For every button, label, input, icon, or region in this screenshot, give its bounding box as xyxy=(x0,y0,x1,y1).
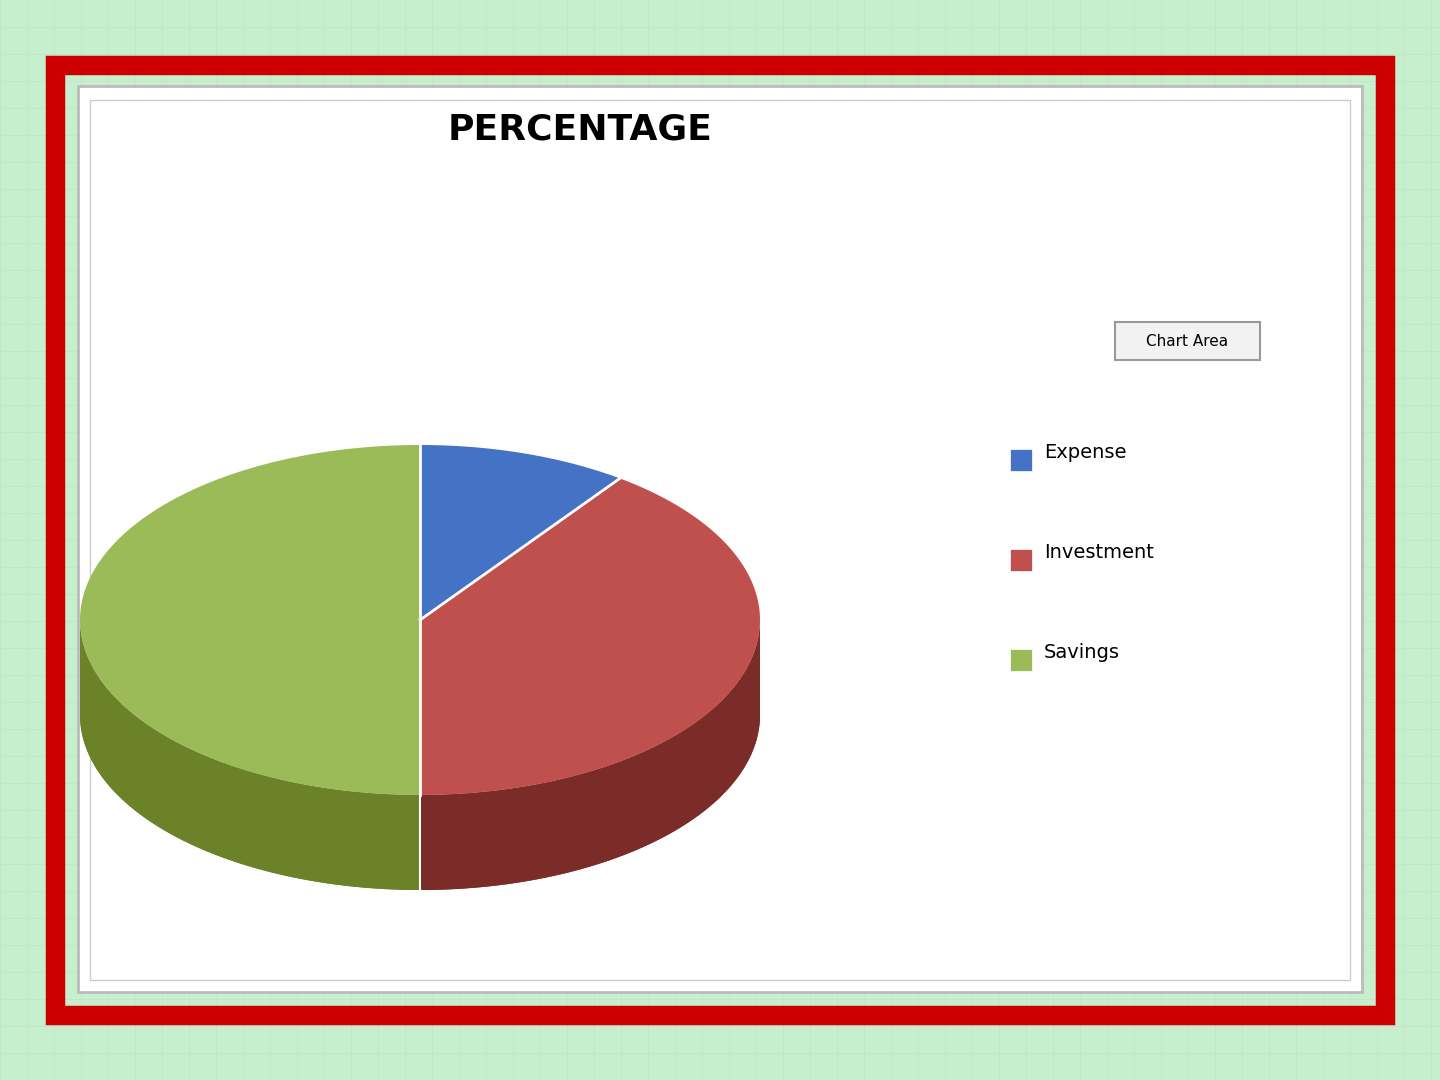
Polygon shape xyxy=(81,445,420,795)
Bar xyxy=(1009,549,1032,571)
Bar xyxy=(1009,649,1032,671)
Polygon shape xyxy=(420,621,760,890)
Polygon shape xyxy=(81,621,420,890)
Polygon shape xyxy=(420,478,760,795)
Text: Savings: Savings xyxy=(1044,644,1120,662)
Text: PERCENTAGE: PERCENTAGE xyxy=(448,113,713,147)
Polygon shape xyxy=(420,621,760,890)
Polygon shape xyxy=(81,621,420,890)
Bar xyxy=(78,86,1362,993)
Text: Investment: Investment xyxy=(1044,543,1153,563)
Bar xyxy=(89,100,1351,980)
Bar xyxy=(1115,322,1260,360)
Bar xyxy=(1009,449,1032,471)
Bar xyxy=(55,65,1385,1015)
Text: Chart Area: Chart Area xyxy=(1146,334,1228,349)
Polygon shape xyxy=(420,445,619,620)
Text: Expense: Expense xyxy=(1044,444,1126,462)
